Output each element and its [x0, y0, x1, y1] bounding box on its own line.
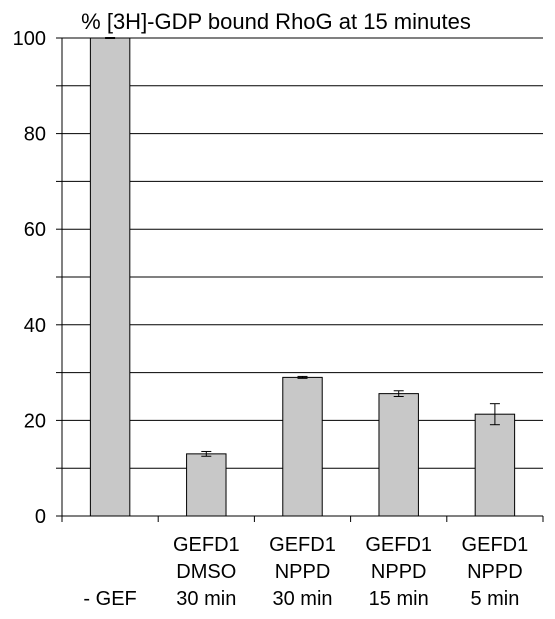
bar: [378, 393, 419, 517]
bar: [186, 453, 227, 517]
x-tick-label: GEFD1: [462, 534, 529, 556]
y-tick-label: 60: [24, 219, 46, 241]
x-tick-label: NPPD: [467, 561, 523, 583]
gridlines: [62, 37, 543, 469]
axes: [56, 37, 544, 522]
x-tick-label: GEFD1: [269, 534, 336, 556]
y-tick-label: 0: [35, 506, 46, 528]
bar: [89, 37, 131, 517]
x-tick-label: NPPD: [371, 561, 427, 583]
x-tick-label: GEFD1: [173, 534, 240, 556]
error-bars: [105, 37, 500, 457]
y-tick-labels: 0 20 40 60 80 100: [13, 28, 46, 528]
x-tick-label: GEFD1: [365, 534, 432, 556]
x-tick-label: 30 min: [272, 588, 332, 610]
bar: [474, 413, 516, 517]
x-tick-label: 30 min: [176, 588, 236, 610]
y-tick-label: 40: [24, 315, 46, 337]
x-tick-label: 15 min: [369, 588, 429, 610]
x-tick-label: DMSO: [176, 561, 236, 583]
y-tick-label: 20: [24, 410, 46, 432]
bar: [282, 376, 323, 517]
x-tick-label: - GEF: [83, 588, 136, 610]
chart-title: % [3H]-GDP bound RhoG at 15 minutes: [81, 9, 471, 34]
x-tick-label: NPPD: [275, 561, 331, 583]
y-tick-label: 100: [13, 28, 46, 50]
y-tick-label: 80: [24, 124, 46, 146]
x-category-labels: - GEF GEFD1 DMSO 30 min GEFD1 NPPD 30 min GEFD1…: [83, 534, 528, 610]
x-tick-label: 5 min: [470, 588, 519, 610]
